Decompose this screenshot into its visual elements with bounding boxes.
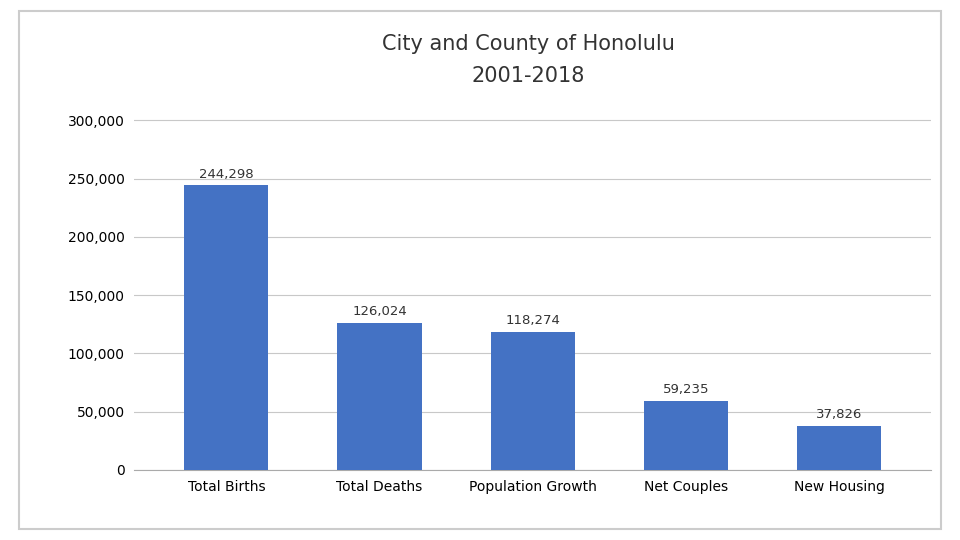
Text: City and County of Honolulu: City and County of Honolulu xyxy=(381,34,675,54)
Text: 2001-2018: 2001-2018 xyxy=(471,66,585,86)
Bar xyxy=(797,426,881,470)
Text: 244,298: 244,298 xyxy=(199,168,253,181)
Text: 59,235: 59,235 xyxy=(662,383,709,396)
Text: 37,826: 37,826 xyxy=(816,408,862,421)
Text: 126,024: 126,024 xyxy=(352,306,407,319)
Bar xyxy=(644,401,729,470)
Bar xyxy=(184,185,269,470)
Bar xyxy=(491,332,575,470)
Bar xyxy=(337,323,421,470)
Text: 118,274: 118,274 xyxy=(505,314,561,327)
